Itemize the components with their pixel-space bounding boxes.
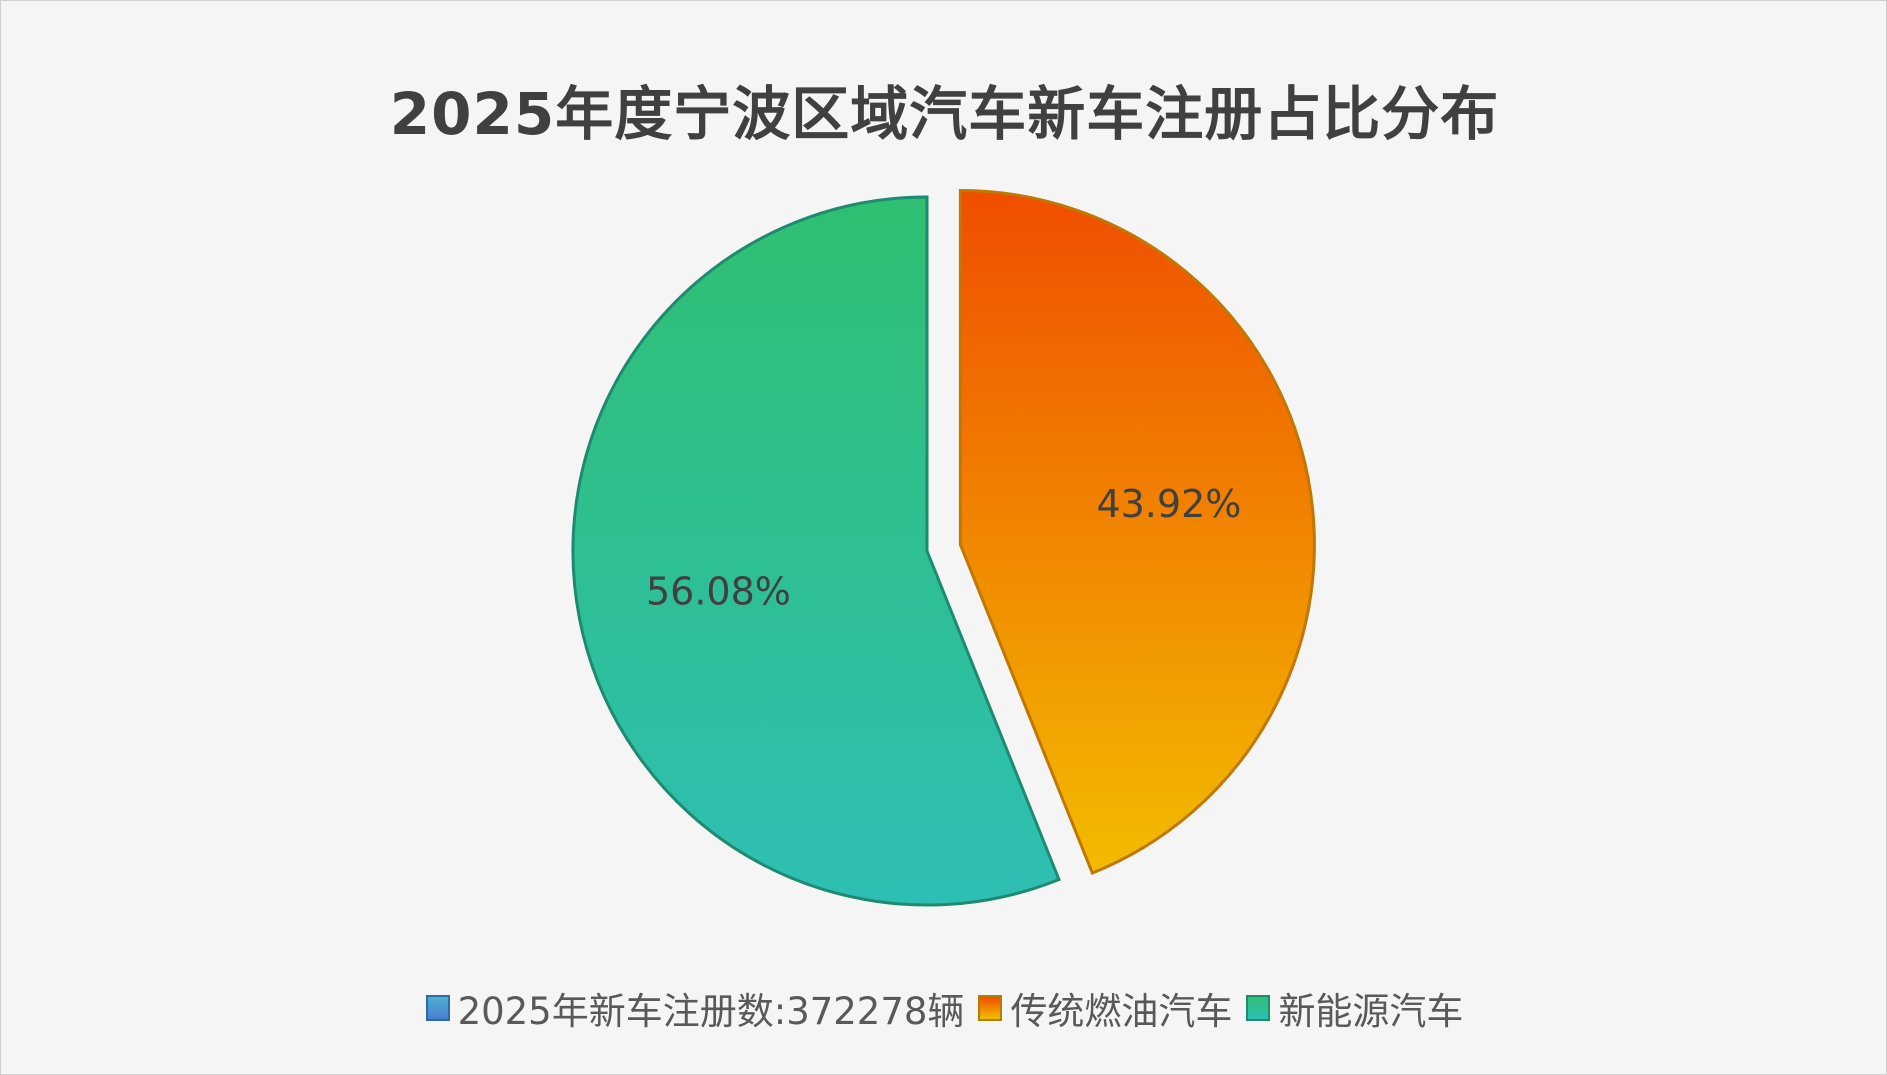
legend-label-traditional: 传统燃油汽车: [1010, 990, 1233, 1033]
legend-item-new-energy[interactable]: 新能源汽车: [1246, 981, 1463, 1035]
legend-swatch-total: [425, 995, 450, 1021]
legend: 2025年新车注册数:372278辆 传统燃油汽车 新能源汽车: [1, 981, 1886, 1035]
chart-title: 2025年度宁波区域汽车新车注册占比分布: [389, 80, 1500, 148]
legend-swatch-traditional: [978, 995, 1003, 1021]
legend-item-traditional[interactable]: 传统燃油汽车: [978, 981, 1232, 1035]
legend-label-new-energy: 新能源汽车: [1278, 990, 1464, 1033]
legend-swatch-new-energy: [1246, 995, 1271, 1021]
pie-slice-traditional[interactable]: [958, 189, 1316, 875]
legend-label-total: 2025年新车注册数:372278辆: [457, 990, 965, 1033]
legend-item-total[interactable]: 2025年新车注册数:372278辆: [425, 981, 965, 1035]
data-label-traditional: 43.92%: [1096, 482, 1241, 526]
pie-slice-new-energy[interactable]: [571, 195, 1061, 907]
data-label-new-energy: 56.08%: [646, 569, 791, 613]
